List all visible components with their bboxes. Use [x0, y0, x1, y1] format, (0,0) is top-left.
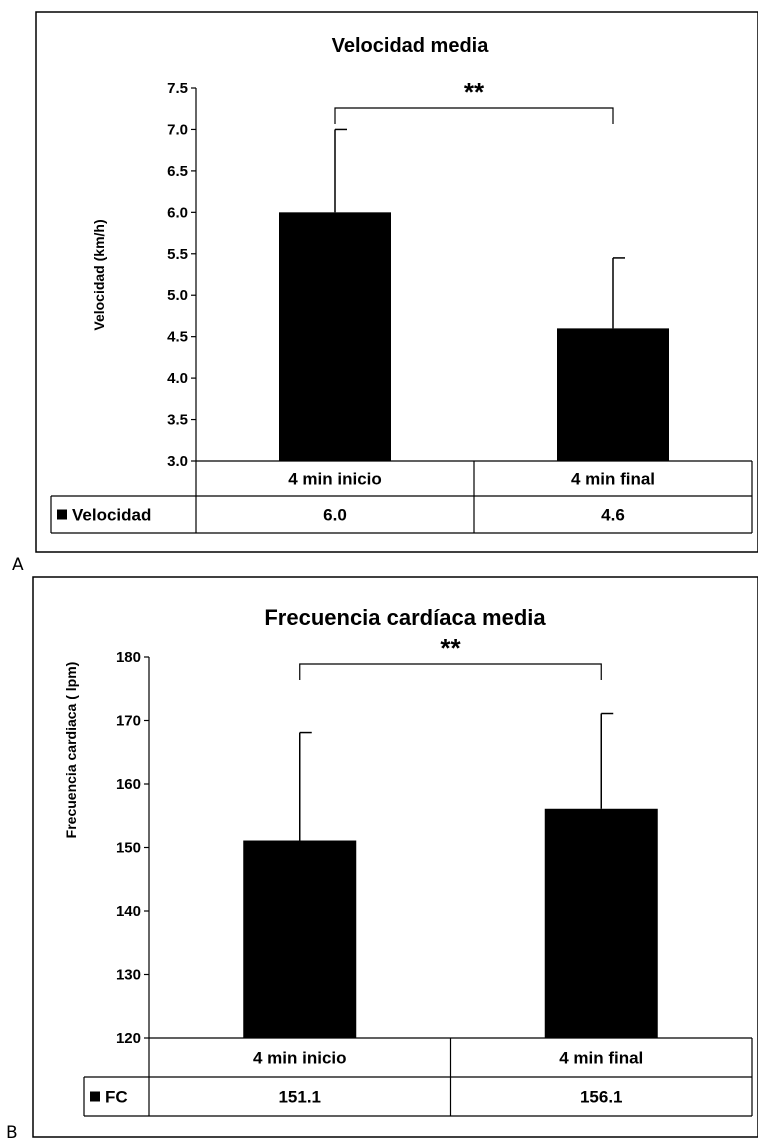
c1-category-label-1: 4 min final	[559, 1049, 643, 1068]
c0-y-tick-label-6: 6.0	[167, 204, 188, 221]
c1-bar-1	[544, 808, 658, 1038]
c0-table-value-0: 6.0	[323, 506, 347, 525]
c0-y-tick-label-8: 7.0	[167, 121, 188, 138]
c1-y-tick-label-1: 130	[116, 967, 141, 984]
c0-chart-title: Velocidad media	[332, 35, 490, 57]
c1-table-value-1: 156.1	[580, 1088, 623, 1107]
c0-y-tick-label-1: 3.5	[167, 412, 188, 429]
c0-significance-label: **	[464, 77, 485, 107]
c0-y-tick-label-2: 4.0	[167, 370, 188, 387]
c1-y-tick-label-4: 160	[116, 776, 141, 793]
panel-a-letter: A	[12, 555, 24, 575]
c0-y-tick-label-4: 5.0	[167, 287, 188, 304]
c0-category-label-1: 4 min final	[571, 470, 655, 489]
c0-category-label-0: 4 min inicio	[288, 470, 382, 489]
c1-table-value-0: 151.1	[278, 1088, 321, 1107]
c1-chart-title: Frecuencia cardíaca media	[264, 605, 546, 630]
c1-bar-0	[243, 840, 357, 1038]
c0-bar-1	[557, 328, 669, 461]
c1-y-tick-label-2: 140	[116, 903, 141, 920]
c0-y-axis-label: Velocidad (km/h)	[91, 219, 107, 330]
c1-y-tick-label-3: 150	[116, 840, 141, 857]
c1-legend-label: FC	[105, 1088, 128, 1107]
c1-y-tick-label-0: 120	[116, 1030, 141, 1047]
panel-a-frame	[35, 11, 758, 553]
c1-significance-label: **	[440, 633, 461, 663]
c1-y-tick-label-5: 170	[116, 713, 141, 730]
c0-table-value-1: 4.6	[601, 506, 625, 525]
c0-bar-0	[279, 212, 391, 461]
c0-significance-bracket	[334, 107, 614, 124]
c0-legend-key	[57, 509, 67, 520]
c0-y-tick-label-3: 4.5	[167, 329, 188, 346]
c1-y-axis-label: Frecuencia cardiaca ( lpm)	[63, 662, 79, 839]
c0-y-tick-label-0: 3.0	[167, 453, 188, 470]
panel-b-letter: B	[6, 1123, 18, 1143]
plot-a: Velocidad media 3.0 3.5 4.0 4.5 5.0 5.5 6.0 6.5 7…	[50, 35, 753, 534]
c0-y-tick-label-7: 6.5	[167, 163, 188, 180]
chart-panel-b: B Frecuencia cardíaca media 120 130 140 150 1…	[6, 576, 758, 1143]
c1-y-tick-label-6: 180	[116, 649, 141, 666]
c1-category-label-0: 4 min inicio	[253, 1049, 347, 1068]
c0-y-tick-label-5: 5.5	[167, 246, 188, 263]
c0-y-tick-label-9: 7.5	[167, 80, 188, 97]
plot-b: Frecuencia cardíaca media 120 130 140 150 160…	[63, 605, 753, 1117]
c1-significance-bracket	[299, 663, 602, 680]
c1-legend-key	[90, 1091, 100, 1102]
chart-panel-a: A Velocidad media 3.0 3.5 4.0 4.5 5.0 5.5 6.0 6.…	[12, 11, 758, 575]
c0-legend-label: Velocidad	[72, 506, 151, 525]
